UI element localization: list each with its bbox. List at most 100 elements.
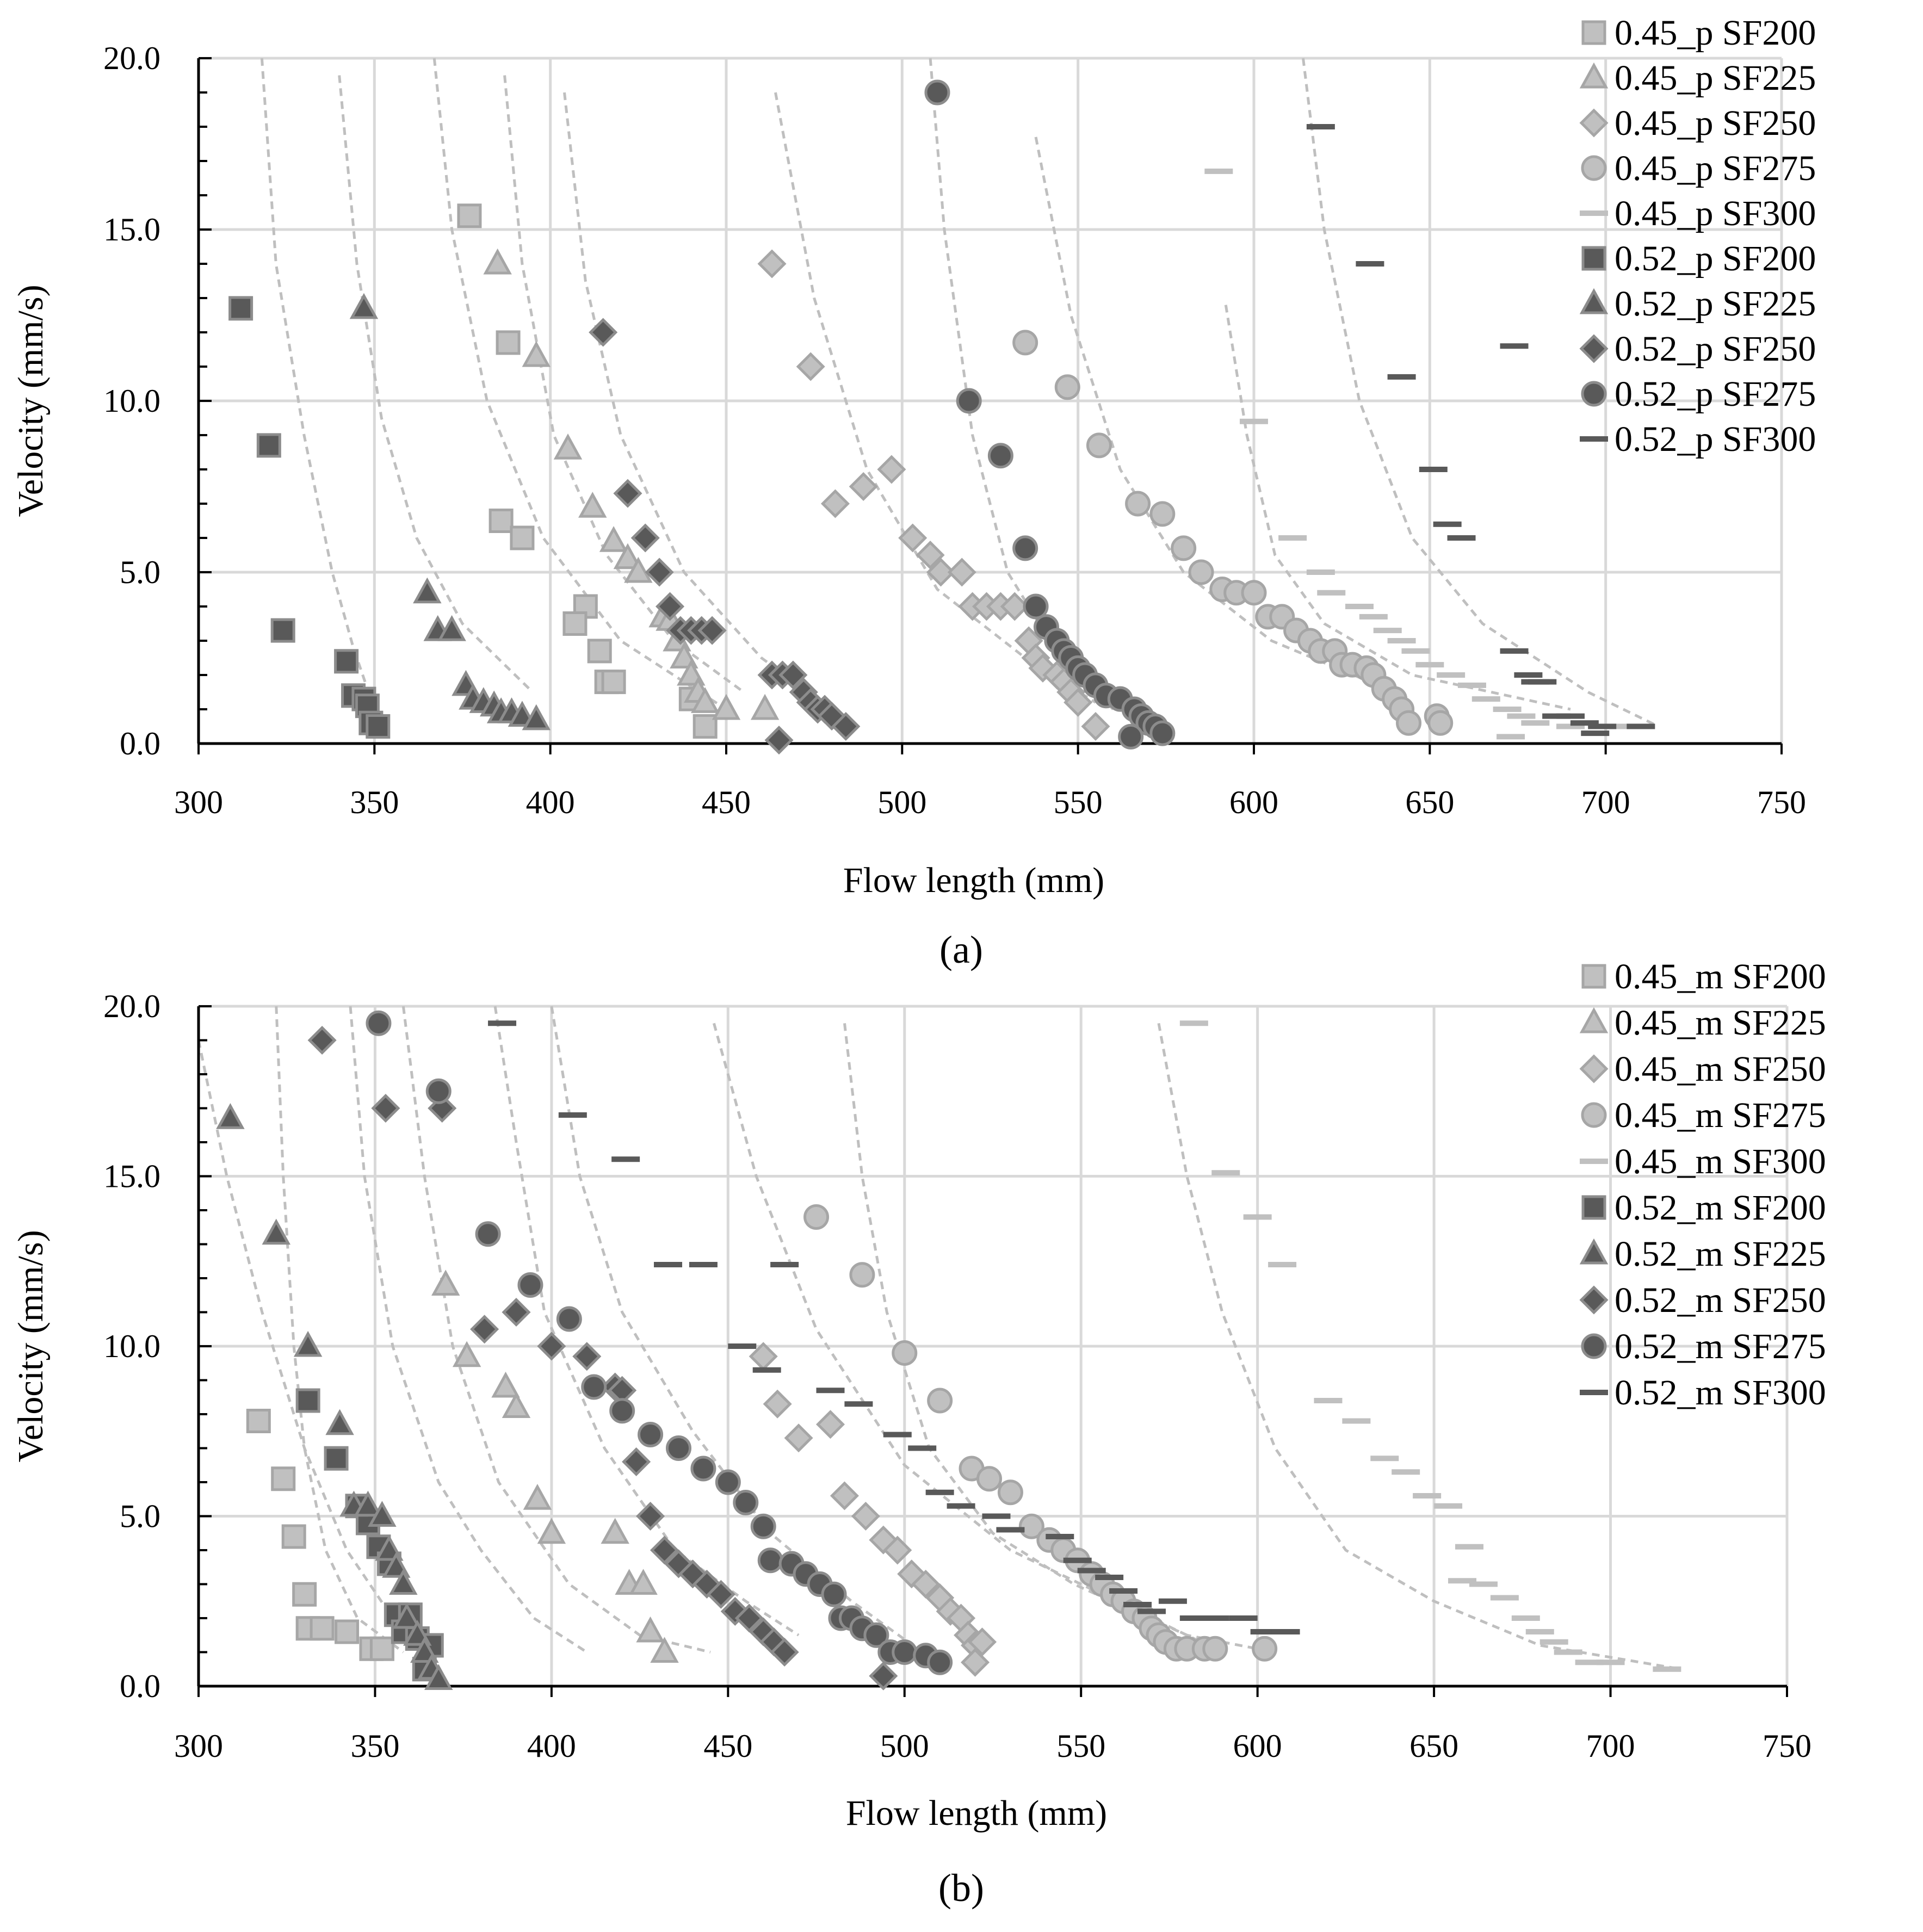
data-point: [997, 1479, 1023, 1506]
data-point: [1063, 1557, 1092, 1563]
data-point: [1588, 723, 1617, 729]
legend-marker: [1579, 288, 1609, 314]
data-point: [976, 1466, 1003, 1492]
data-point: [655, 592, 685, 621]
data-point: [349, 293, 379, 319]
y-tick-label: 5.0: [120, 1498, 160, 1534]
data-point: [553, 434, 583, 460]
data-point: [366, 1010, 392, 1036]
data-point: [1413, 1493, 1442, 1498]
legend-marker: [1579, 108, 1609, 138]
y-tick-label: 10.0: [103, 383, 160, 419]
series-0-52-m-sf225: [216, 1103, 453, 1690]
data-point: [1396, 710, 1422, 736]
data-point: [1392, 1469, 1420, 1475]
trendline: [1224, 305, 1571, 711]
data-point: [1012, 330, 1038, 356]
data-point: [1528, 679, 1557, 685]
data-point: [1204, 168, 1233, 174]
data-point: [770, 1637, 799, 1667]
data-point: [630, 523, 660, 553]
data-point: [1345, 604, 1374, 609]
data-point: [1081, 711, 1110, 741]
data-point: [1570, 720, 1599, 726]
legend-label: 0.45_p SF275: [1615, 148, 1816, 188]
legend-marker: [1581, 381, 1607, 407]
data-point: [961, 1648, 990, 1677]
data-point: [883, 1432, 912, 1438]
data-point: [1433, 521, 1462, 527]
data-point: [1373, 628, 1402, 634]
legend-label: 0.52_p SF300: [1615, 419, 1816, 459]
figure-caption: (b): [938, 1866, 984, 1910]
data-point: [371, 1093, 400, 1123]
data-point: [1046, 1534, 1074, 1539]
legend-label: 0.52_m SF250: [1615, 1280, 1826, 1320]
data-point: [389, 1569, 418, 1595]
data-point: [796, 352, 825, 381]
data-point: [1387, 374, 1416, 380]
data-point: [1317, 590, 1346, 596]
x-tick-label: 400: [527, 1728, 576, 1764]
data-point: [654, 1262, 683, 1267]
data-point: [1490, 1595, 1519, 1601]
legend-label: 0.45_p SF300: [1615, 194, 1816, 233]
data-point: [849, 472, 878, 501]
legend-label: 0.45_m SF250: [1615, 1049, 1826, 1089]
data-point: [307, 1025, 337, 1055]
data-point: [877, 455, 906, 484]
data-point: [820, 489, 850, 518]
series-0-45-m-sf300: [1179, 1020, 1681, 1672]
data-point: [1271, 1629, 1300, 1634]
data-point: [1554, 1649, 1582, 1655]
data-point: [924, 79, 950, 106]
trendline: [1034, 137, 1395, 693]
legend-marker: [1581, 1195, 1606, 1220]
data-point: [1497, 734, 1525, 740]
data-point: [911, 1569, 941, 1599]
data-point: [1023, 593, 1049, 620]
data-point: [452, 1341, 481, 1367]
data-point: [956, 388, 982, 414]
data-point: [1243, 1214, 1272, 1220]
data-point: [1063, 688, 1093, 717]
data-point: [1434, 1503, 1463, 1509]
legend-label: 0.52_m SF200: [1615, 1188, 1826, 1228]
legend-label: 0.45_m SF275: [1615, 1095, 1826, 1135]
data-point: [292, 1582, 317, 1607]
legend-marker: [1581, 155, 1607, 181]
legend-marker: [1581, 246, 1606, 271]
data-point: [692, 714, 718, 739]
data-point: [1581, 730, 1610, 736]
trendline: [503, 75, 745, 693]
legend-label: 0.45_m SF200: [1615, 957, 1826, 996]
data-point: [821, 1581, 847, 1607]
data-point: [1575, 1659, 1604, 1665]
x-axis-label: Flow length (mm): [843, 860, 1104, 900]
data-point: [1077, 1568, 1106, 1574]
data-point: [645, 558, 674, 587]
data-point: [293, 1330, 323, 1357]
series-0-45-p-sf275: [1012, 330, 1454, 736]
data-point: [1306, 569, 1335, 575]
data-point: [1241, 580, 1267, 606]
data-point: [1370, 1456, 1399, 1462]
data-point: [947, 558, 976, 587]
data-point: [851, 1501, 880, 1531]
data-point: [1095, 1575, 1124, 1580]
data-point: [392, 1602, 422, 1629]
data-point: [733, 1490, 759, 1515]
data-point: [967, 1627, 997, 1657]
y-tick-label: 15.0: [103, 212, 160, 247]
data-point: [256, 433, 281, 458]
data-point: [1427, 710, 1454, 736]
data-point: [334, 649, 359, 674]
data-point: [1447, 535, 1476, 541]
legend-label: 0.52_p SF200: [1615, 239, 1816, 278]
x-tick-label: 300: [174, 1728, 223, 1764]
data-point: [216, 1103, 245, 1129]
data-point: [270, 618, 295, 643]
data-point: [1539, 1639, 1568, 1645]
x-tick-label: 350: [350, 1728, 399, 1764]
data-point: [1229, 1615, 1258, 1621]
